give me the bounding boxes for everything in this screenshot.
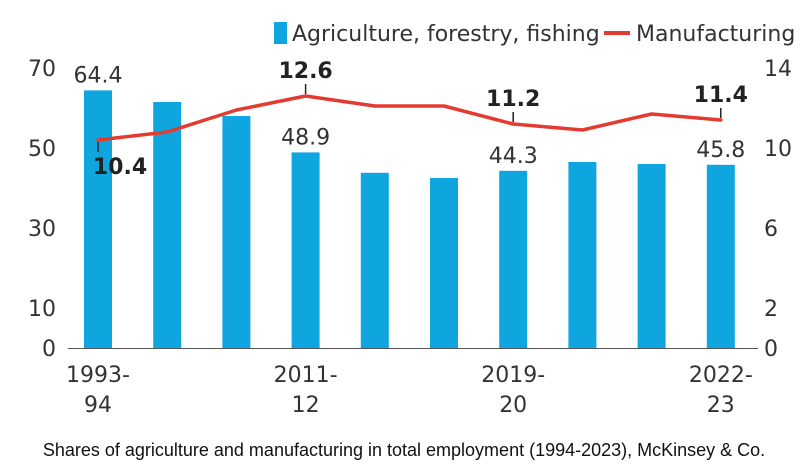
bar-label-3: 48.9 <box>281 125 330 150</box>
bar-0 <box>84 90 112 349</box>
line-label-3: 12.6 <box>278 59 332 84</box>
bar-label-9: 45.8 <box>696 138 745 163</box>
y-left-tick-70: 70 <box>28 57 56 82</box>
x-tick-label-9-0: 2022- <box>689 363 753 388</box>
bar-6 <box>499 170 528 348</box>
line-label-6: 11.2 <box>486 87 540 112</box>
x-tick-label-3-1: 12 <box>292 393 320 418</box>
bar-2 <box>222 116 251 348</box>
x-tick-label-0-1: 94 <box>84 393 112 418</box>
y-left-tick-10: 10 <box>28 297 56 322</box>
y-left-tick-0: 0 <box>42 337 56 362</box>
x-tick-label-6-0: 2019- <box>481 363 545 388</box>
line-label-0: 10.4 <box>93 155 147 180</box>
bar-5 <box>430 178 458 348</box>
y-right-tick-10: 10 <box>764 137 792 162</box>
legend-swatch-agriculture <box>274 22 287 44</box>
y-left-tick-50: 50 <box>28 137 56 162</box>
y-left-tick-30: 30 <box>28 217 56 242</box>
bar-3 <box>291 152 320 348</box>
y-right-tick-6: 6 <box>764 217 778 242</box>
chart-caption: Shares of agriculture and manufacturing … <box>42 440 766 460</box>
manufacturing-line <box>96 94 723 142</box>
legend-label-agriculture: Agriculture, forestry, fishing <box>292 22 600 47</box>
bar-1 <box>153 102 182 348</box>
x-tick-label-0-0: 1993- <box>66 363 130 388</box>
line-label-9: 11.4 <box>694 83 748 108</box>
bar-label-6: 44.3 <box>489 144 538 169</box>
y-right-tick-0: 0 <box>764 337 778 362</box>
y-right-tick-2: 2 <box>764 297 778 322</box>
chart: 0 10 30 50 70 0 2 6 10 14 1993- 94 2011- 12 2019- 20 202… <box>28 22 795 418</box>
y-right-tick-14: 14 <box>764 57 792 82</box>
bar-7 <box>568 162 597 348</box>
bar-8 <box>637 164 666 348</box>
bar-4 <box>360 172 389 348</box>
bar-9 <box>706 164 735 348</box>
x-tick-label-9-1: 23 <box>707 393 735 418</box>
x-tick-label-3-0: 2011- <box>274 363 338 388</box>
bar-label-0: 64.4 <box>74 63 123 88</box>
legend-label-manufacturing: Manufacturing <box>636 22 795 47</box>
x-tick-label-6-1: 20 <box>499 393 527 418</box>
